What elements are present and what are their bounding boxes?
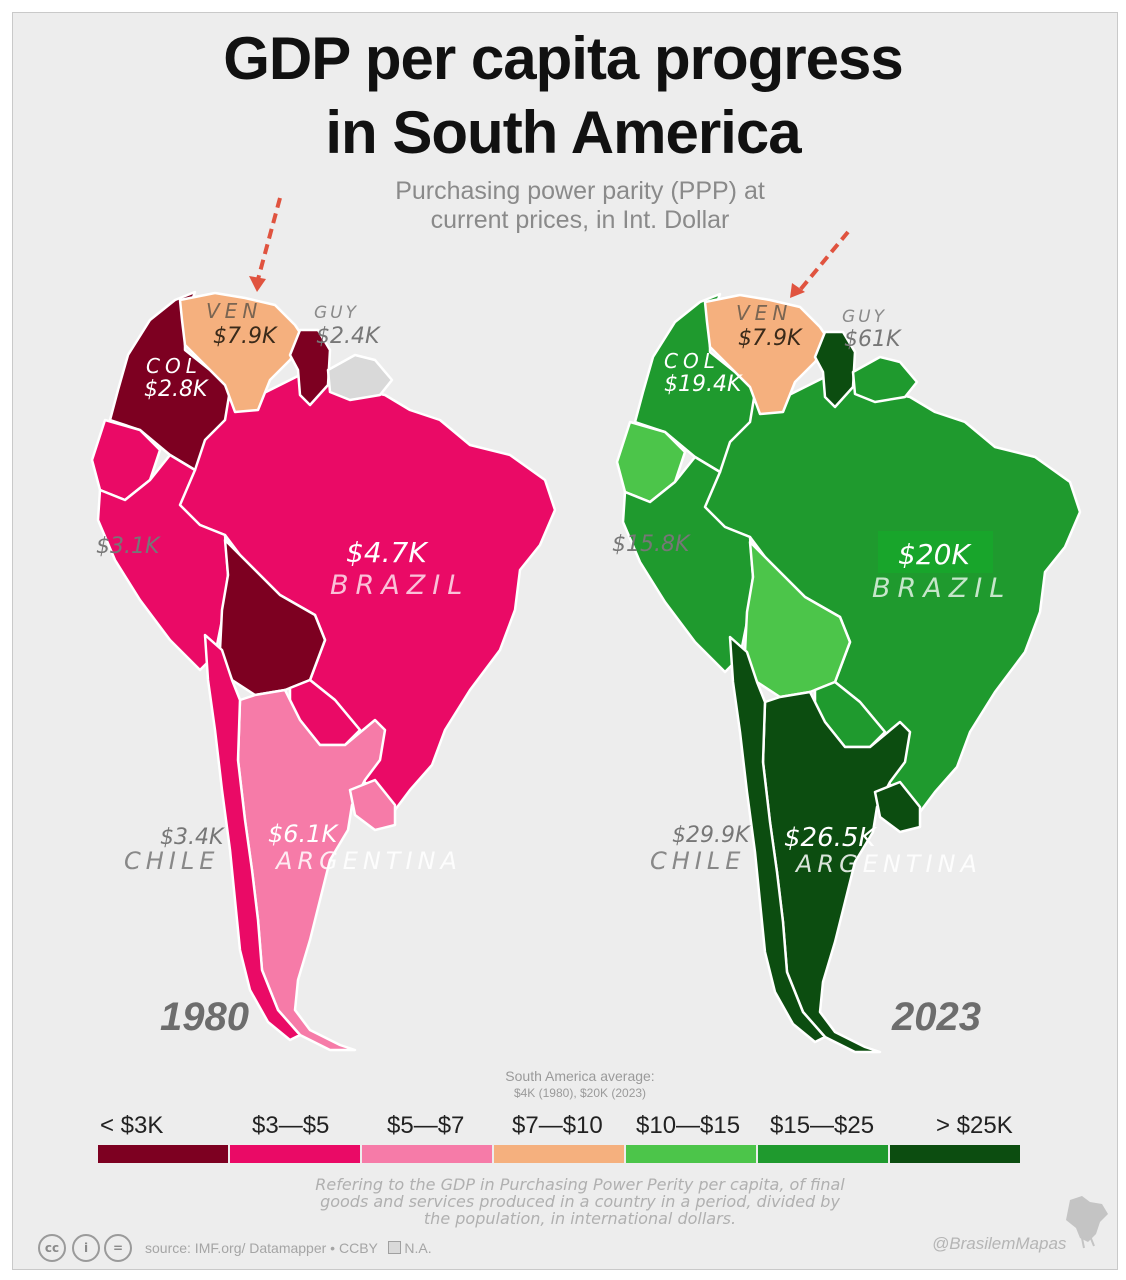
cc-license-icon: cc <box>38 1234 66 1262</box>
legend-label-10-15: $10—$15 <box>636 1112 741 1139</box>
footnote-line2: goods and services produced in a country… <box>320 1192 840 1211</box>
legend-swatch-gt25k <box>890 1145 1020 1163</box>
country-uruguay-1980 <box>348 778 397 832</box>
legend-swatch-3-5 <box>230 1145 360 1163</box>
labels-1980: VEN $7.9K GUY $2.4K COL $2.8K $3.1K $4.7… <box>96 299 469 1039</box>
footnote-line3: the population, in international dollars… <box>423 1209 737 1228</box>
map-1980 <box>90 290 557 1052</box>
source-text: source: IMF.org/ Datamapper • CCBY N.A. <box>145 1240 432 1256</box>
country-uruguay-2023 <box>873 780 922 834</box>
guy-value-1980: $2.4K <box>316 324 381 349</box>
brazil-value-highlight-2023 <box>878 531 993 573</box>
chile-name-2023: CHILE <box>650 847 745 875</box>
col-value-1980: $2.8K <box>144 377 209 402</box>
col-name-1980: COL <box>146 354 202 378</box>
page-title-line2: in South America <box>325 99 801 166</box>
col-name-2023: COL <box>664 349 720 373</box>
country-guyana-2023 <box>813 330 857 409</box>
brazil-name-2023: BRAZIL <box>872 573 1011 604</box>
subtitle-line2: current prices, in Int. Dollar <box>430 206 730 234</box>
brazil-value-1980: $4.7K <box>346 536 429 569</box>
country-venezuela-2023 <box>703 293 832 416</box>
country-chile-1980 <box>203 633 302 1042</box>
guy-name-1980: GUY <box>314 303 359 323</box>
country-chile-2023 <box>728 635 827 1044</box>
brazil-value-2023: $20K <box>898 538 972 571</box>
legend-average-values: $4K (1980), $20K (2023) <box>513 1086 647 1100</box>
credit-handle: @BrasilemMapas <box>932 1234 1067 1253</box>
legend-swatch-7-10 <box>494 1145 624 1163</box>
page-title-line1: GDP per capita progress <box>223 25 903 92</box>
labels-2023: VEN $7.9K GUY $61K COL $19.4K $15.8K $20… <box>612 301 1011 1039</box>
arrow-icon-2023 <box>790 230 850 298</box>
legend-label-7-10: $7—$10 <box>512 1112 603 1139</box>
na-label: N.A. <box>404 1240 432 1256</box>
country-guyana-1980 <box>288 328 332 407</box>
na-swatch-icon <box>387 1241 401 1254</box>
argentina-value-2023: $26.5K <box>784 823 877 853</box>
by-attribution-icon: i <box>72 1234 100 1262</box>
legend-average-label: South America average: <box>505 1068 655 1084</box>
nd-license-icon: = <box>104 1234 132 1262</box>
chile-value-1980: $3.4K <box>160 825 225 850</box>
country-suriname-2023 <box>851 355 919 404</box>
country-suriname-1980 <box>326 353 394 402</box>
brazil-name-1980: BRAZIL <box>330 570 469 601</box>
chile-value-2023: $29.9K <box>672 823 751 848</box>
legend-swatch-5-7 <box>362 1145 492 1163</box>
guy-name-2023: GUY <box>842 307 887 327</box>
legend-swatch-15-25 <box>758 1145 888 1163</box>
ven-value-2023: $7.9K <box>738 326 803 351</box>
legend-label-5-7: $5—$7 <box>387 1112 465 1139</box>
legend-swatch-10-15 <box>626 1145 756 1163</box>
ven-value-1980: $7.9K <box>213 324 278 349</box>
guy-value-2023: $61K <box>844 327 902 352</box>
legend-label-15-25: $15—$25 <box>770 1112 875 1139</box>
year-label-1980: 1980 <box>160 995 249 1039</box>
arrow-icon-1980 <box>249 197 282 292</box>
ecu-value-1980: $3.1K <box>96 534 161 559</box>
legend-label-3-5: $3—$5 <box>252 1112 330 1139</box>
map-2023 <box>615 292 1082 1054</box>
ven-name-2023: VEN <box>736 301 792 325</box>
legend-swatch-lt3k <box>98 1145 228 1163</box>
argentina-name-2023: ARGENTINA <box>794 850 982 878</box>
col-value-2023: $19.4K <box>664 372 743 397</box>
year-label-2023: 2023 <box>891 995 981 1039</box>
legend-label-gt25k: > $25K <box>936 1112 1013 1139</box>
ecu-value-2023: $15.8K <box>612 532 691 557</box>
argentina-name-1980: ARGENTINA <box>274 847 462 875</box>
legend-label-lt3k: < $3K <box>100 1112 164 1139</box>
subtitle-line1: Purchasing power parity (PPP) at <box>395 177 765 205</box>
argentina-value-1980: $6.1K <box>268 820 339 848</box>
footnote-line1: Refering to the GDP in Purchasing Power … <box>315 1175 845 1194</box>
country-venezuela-1980 <box>178 291 307 414</box>
chile-name-1980: CHILE <box>124 847 219 875</box>
brazil-logo-icon <box>1066 1196 1108 1249</box>
ven-name-1980: VEN <box>206 299 262 323</box>
